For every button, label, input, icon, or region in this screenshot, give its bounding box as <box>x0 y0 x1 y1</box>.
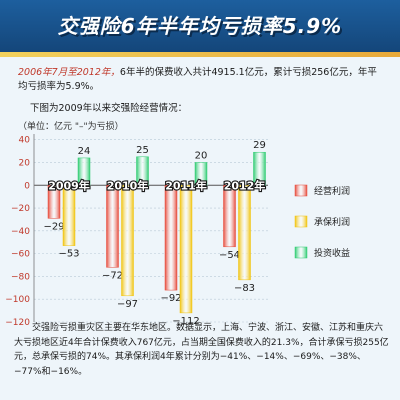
y-tick-label: −80 <box>11 272 30 282</box>
y-tick-label: −20 <box>11 204 30 214</box>
legend-label: 经营利润 <box>314 185 350 197</box>
y-tick-label: 20 <box>19 158 31 168</box>
bar <box>47 185 61 219</box>
y-tick-label: 0 <box>24 181 30 191</box>
data-label: −29 <box>43 221 64 232</box>
legend-label: 承保利润 <box>314 216 350 228</box>
page-title: 交强险6年半年均亏损率5.9% <box>57 14 343 38</box>
y-tick-label: −120 <box>5 318 30 328</box>
data-label: −92 <box>160 293 181 304</box>
legend-label: 投资收益 <box>314 247 350 259</box>
intro-text: 6年半的保费收入共计4915.1亿元，累计亏损256亿元，年平均亏损率为5.9%… <box>18 67 377 92</box>
banner-stripe <box>0 52 400 57</box>
category-label: 2009年 <box>48 178 90 192</box>
bar <box>179 185 193 314</box>
data-label: −83 <box>234 283 255 294</box>
intro-highlight: 2006年7月至2012年， <box>18 67 120 78</box>
category-label: 2011年 <box>165 178 207 192</box>
unit-label: （单位：亿元 "–"为亏损） <box>18 122 124 132</box>
bar <box>62 185 76 246</box>
intro-paragraph: 2006年7月至2012年，6年半的保费收入共计4915.1亿元，累计亏损256… <box>18 66 386 94</box>
data-label: 25 <box>136 145 149 156</box>
y-tick-label: 40 <box>19 136 31 146</box>
legend-swatch <box>294 215 308 228</box>
bar <box>253 151 266 186</box>
bar <box>164 185 178 291</box>
data-label: −72 <box>102 270 123 281</box>
bar <box>106 185 119 268</box>
y-tick-label: −60 <box>11 250 30 260</box>
footer-paragraph: 交强险亏损重灾区主要在华东地区。数据显示，上海、宁波、浙江、安徽、江苏和重庆六大… <box>14 323 389 377</box>
bar <box>238 185 251 281</box>
data-label: 29 <box>253 140 266 151</box>
data-label: −53 <box>58 249 79 260</box>
chart-subtitle: 下图为2009年以来交强险经营情况： <box>30 103 188 114</box>
data-label: −54 <box>219 250 240 261</box>
bar <box>136 156 149 186</box>
category-label: 2012年 <box>224 178 266 192</box>
y-tick-label: −100 <box>5 295 30 305</box>
y-tick-label: −40 <box>11 227 30 237</box>
bar <box>121 185 134 297</box>
bar <box>77 157 91 186</box>
data-label: −97 <box>117 299 138 310</box>
data-label: 24 <box>78 146 91 157</box>
data-label: −112 <box>172 316 199 327</box>
legend-swatch <box>294 246 308 259</box>
bar <box>194 162 208 186</box>
category-label: 2010年 <box>107 178 149 192</box>
bar <box>223 185 236 248</box>
legend-swatch <box>294 184 308 197</box>
data-label: 20 <box>195 150 208 161</box>
title-banner: 交强险6年半年均亏损率5.9% <box>0 0 400 52</box>
